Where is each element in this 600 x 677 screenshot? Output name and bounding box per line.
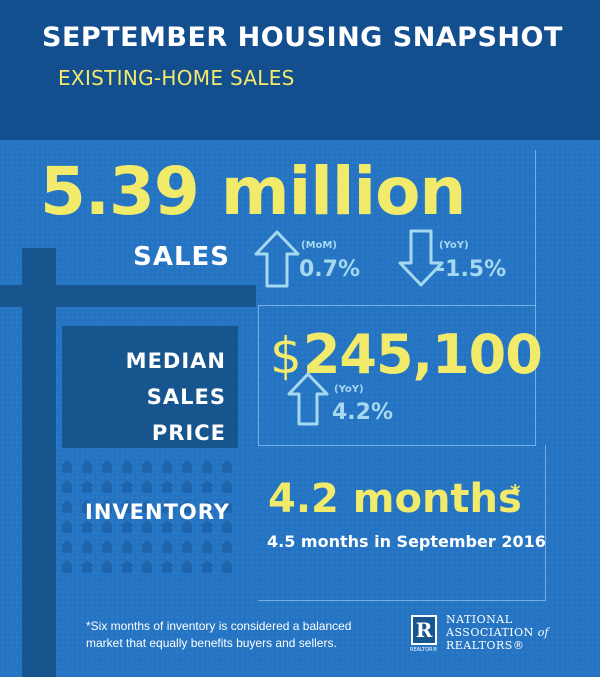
price-yoy-value: 4.2% xyxy=(332,400,394,425)
price-panel-right-border xyxy=(535,305,536,445)
median-label-line2: SALES PRICE xyxy=(146,385,226,445)
house-icon xyxy=(160,560,174,573)
house-icon xyxy=(200,460,214,473)
currency-symbol: $ xyxy=(270,327,302,385)
house-icon xyxy=(180,560,194,573)
house-icon xyxy=(100,460,114,473)
house-icon xyxy=(200,560,214,573)
house-icon xyxy=(120,500,134,513)
house-icon xyxy=(80,480,94,493)
organization-name: NATIONAL ASSOCIATION of REALTORS® xyxy=(446,613,548,652)
price-yoy-caption: (YoY) xyxy=(334,384,364,395)
house-icon xyxy=(220,480,234,493)
house-icon xyxy=(100,500,114,513)
inventory-panel-right-border xyxy=(545,445,546,600)
org-line2: ASSOCIATION of xyxy=(446,626,548,639)
house-icon xyxy=(120,560,134,573)
house-icon xyxy=(180,460,194,473)
house-icon xyxy=(100,520,114,533)
house-icon xyxy=(220,460,234,473)
sales-mom-caption: (MoM) xyxy=(301,240,337,251)
footnote: *Six months of inventory is considered a… xyxy=(86,619,352,650)
house-icon xyxy=(180,520,194,533)
house-icon xyxy=(120,460,134,473)
price-panel-bottom-border xyxy=(258,445,536,446)
house-icon xyxy=(200,520,214,533)
house-icon xyxy=(200,480,214,493)
median-price-label: MEDIAN SALES PRICE xyxy=(66,343,226,451)
org-line2-text: ASSOCIATION xyxy=(446,626,534,639)
median-price-value: $245,100 xyxy=(270,323,543,386)
house-icon xyxy=(100,560,114,573)
house-icon xyxy=(200,500,214,513)
house-icon xyxy=(60,500,74,513)
house-icon xyxy=(180,500,194,513)
house-icon xyxy=(140,520,154,533)
house-icon xyxy=(160,520,174,533)
arrow-down-icon xyxy=(398,229,444,287)
house-icon xyxy=(220,540,234,553)
inventory-asterisk: * xyxy=(510,480,521,504)
house-icon xyxy=(140,460,154,473)
house-icon xyxy=(100,480,114,493)
house-icon xyxy=(100,540,114,553)
realtor-logo-icon: R xyxy=(411,615,437,645)
page-subtitle: EXISTING-HOME SALES xyxy=(58,66,295,90)
inventory-label: INVENTORY xyxy=(85,500,230,524)
header-band: SEPTEMBER HOUSING SNAPSHOT EXISTING-HOME… xyxy=(0,0,600,140)
inventory-comparison: 4.5 months in September 2016 xyxy=(267,532,546,551)
house-icon-grid xyxy=(60,460,240,580)
sales-yoy-caption: (YoY) xyxy=(439,240,469,251)
house-icon xyxy=(80,560,94,573)
house-icon xyxy=(160,500,174,513)
org-line2-suffix: of xyxy=(537,626,549,639)
org-line1: NATIONAL xyxy=(446,613,513,626)
sales-panel-right-border xyxy=(535,150,536,305)
house-icon xyxy=(60,460,74,473)
house-icon xyxy=(80,540,94,553)
price-sign-board xyxy=(62,326,238,448)
arrow-up-icon xyxy=(287,372,329,426)
logo-tag: REALTOR® xyxy=(410,647,438,653)
median-price-number: 245,100 xyxy=(302,323,543,386)
house-icon xyxy=(60,540,74,553)
house-icon xyxy=(140,540,154,553)
house-icon xyxy=(200,540,214,553)
price-panel-left-border xyxy=(258,305,259,445)
sales-value: 5.39 million xyxy=(40,153,466,230)
house-icon xyxy=(120,540,134,553)
house-icon xyxy=(220,560,234,573)
house-icon xyxy=(80,500,94,513)
house-icon xyxy=(80,460,94,473)
median-label-line1: MEDIAN xyxy=(125,349,226,373)
house-icon xyxy=(140,480,154,493)
sales-mom-value: 0.7% xyxy=(299,257,361,282)
house-icon xyxy=(60,480,74,493)
house-icon xyxy=(140,560,154,573)
house-icon xyxy=(160,480,174,493)
page-title: SEPTEMBER HOUSING SNAPSHOT xyxy=(42,22,563,53)
sign-beam xyxy=(0,285,256,307)
house-icon xyxy=(120,520,134,533)
house-icon xyxy=(180,540,194,553)
org-line3: REALTORS® xyxy=(446,639,525,652)
house-icon xyxy=(80,520,94,533)
inventory-panel-bottom-border xyxy=(258,600,546,601)
house-icon xyxy=(60,560,74,573)
sign-post xyxy=(22,248,56,677)
sales-label: SALES xyxy=(133,242,230,272)
house-icon xyxy=(160,460,174,473)
house-icon xyxy=(120,480,134,493)
arrow-up-icon xyxy=(254,230,300,288)
sales-yoy-value: -1.5% xyxy=(436,257,507,282)
house-icon xyxy=(60,520,74,533)
house-icon xyxy=(220,520,234,533)
sales-panel-bottom-border xyxy=(258,305,536,306)
house-icon xyxy=(220,500,234,513)
inventory-value: 4.2 months xyxy=(268,476,522,522)
house-icon xyxy=(160,540,174,553)
house-icon xyxy=(140,500,154,513)
house-icon xyxy=(180,480,194,493)
